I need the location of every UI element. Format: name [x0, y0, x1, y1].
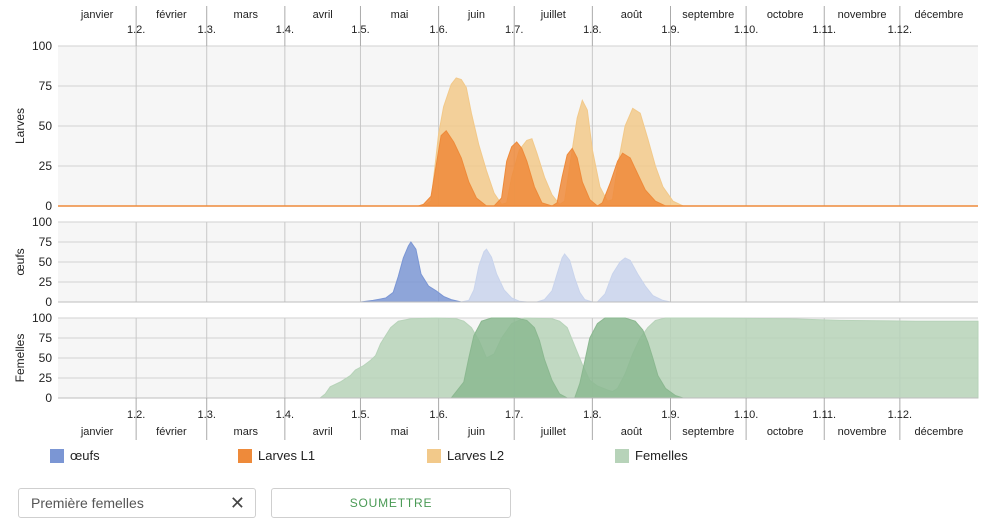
- search-box[interactable]: ✕: [18, 488, 256, 518]
- y-axis-title: œufs: [13, 248, 27, 275]
- month-label-top: juillet: [540, 9, 566, 21]
- month-label-bottom: août: [621, 426, 642, 438]
- area--ufs-faible-: [58, 248, 978, 303]
- date-label-bottom: 1.10.: [734, 409, 758, 421]
- legend-swatch-larves-l1: [238, 448, 252, 463]
- month-label-top: octobre: [767, 9, 804, 21]
- y-tick-label: 0: [45, 391, 52, 405]
- legend-label-oeufs: œufs: [70, 448, 100, 463]
- legend-item-larves-l1[interactable]: Larves L1: [238, 448, 315, 463]
- date-label-bottom: 1.12.: [888, 409, 912, 421]
- chart: 0 25 50 75 100 Larves 0 25 50 75 100 œufs 0 25 50 75 100…: [13, 6, 979, 440]
- area-femelles-fonc-: [58, 317, 978, 399]
- date-label-bottom: 1.4.: [276, 409, 294, 421]
- date-label-top: 1.7.: [505, 24, 523, 36]
- y-tick-label: 100: [32, 215, 52, 229]
- area-larves-l1: [58, 130, 978, 207]
- date-label-top: 1.2.: [127, 24, 145, 36]
- month-label-bottom: janvier: [80, 426, 114, 438]
- month-label-bottom: novembre: [838, 426, 887, 438]
- date-label-top: 1.6.: [429, 24, 447, 36]
- date-label-bottom: 1.8.: [583, 409, 601, 421]
- date-label-bottom: 1.5.: [351, 409, 369, 421]
- legend-label-larves-l1: Larves L1: [258, 448, 316, 463]
- date-label-top: 1.10.: [734, 24, 758, 36]
- month-label-top: décembre: [914, 9, 963, 21]
- date-label-bottom: 1.11.: [812, 409, 836, 421]
- legend-item-larves-l2[interactable]: Larves L2: [427, 448, 504, 463]
- date-label-bottom: 1.2.: [127, 409, 145, 421]
- y-tick-label: 100: [32, 39, 52, 53]
- month-label-bottom: juillet: [540, 426, 566, 438]
- legend-label-femelles: Femelles: [635, 448, 688, 463]
- month-label-top: août: [621, 9, 642, 21]
- submit-button[interactable]: SOUMETTRE: [271, 488, 511, 518]
- date-label-top: 1.5.: [351, 24, 369, 36]
- y-tick-label: 50: [39, 119, 53, 133]
- y-tick-label: 100: [32, 311, 52, 325]
- date-label-bottom: 1.7.: [505, 409, 523, 421]
- month-label-top: avril: [313, 9, 333, 21]
- search-input[interactable]: [29, 494, 230, 512]
- month-label-bottom: avril: [313, 426, 333, 438]
- date-label-top: 1.9.: [661, 24, 679, 36]
- month-label-top: février: [156, 9, 187, 21]
- legend-item-femelles[interactable]: Femelles: [615, 448, 688, 463]
- month-label-bottom: décembre: [914, 426, 963, 438]
- date-label-top: 1.11.: [812, 24, 836, 36]
- legend-swatch-femelles: [615, 448, 629, 463]
- y-axis-title: Larves: [13, 108, 27, 144]
- month-label-top: novembre: [838, 9, 887, 21]
- y-tick-label: 0: [45, 199, 52, 213]
- area--ufs: [58, 241, 978, 303]
- month-label-bottom: mars: [234, 426, 259, 438]
- legend-label-larves-l2: Larves L2: [447, 448, 505, 463]
- month-label-top: septembre: [682, 9, 734, 21]
- month-label-top: juin: [467, 9, 485, 21]
- y-tick-label: 0: [45, 295, 52, 309]
- month-label-top: mai: [391, 9, 409, 21]
- date-label-top: 1.12.: [888, 24, 912, 36]
- date-label-bottom: 1.9.: [661, 409, 679, 421]
- y-axis-title: Femelles: [13, 334, 27, 383]
- y-tick-label: 75: [39, 235, 53, 249]
- y-tick-label: 25: [39, 159, 53, 173]
- month-label-bottom: mai: [391, 426, 409, 438]
- y-tick-label: 75: [39, 79, 53, 93]
- legend-item-oeufs[interactable]: œufs: [50, 448, 100, 463]
- y-tick-label: 75: [39, 331, 53, 345]
- y-tick-label: 25: [39, 275, 53, 289]
- month-label-bottom: octobre: [767, 426, 804, 438]
- close-icon[interactable]: ✕: [229, 493, 245, 513]
- y-tick-label: 50: [39, 255, 53, 269]
- y-tick-label: 50: [39, 351, 53, 365]
- date-label-top: 1.4.: [276, 24, 294, 36]
- date-label-bottom: 1.3.: [198, 409, 216, 421]
- y-tick-label: 25: [39, 371, 53, 385]
- month-label-bottom: septembre: [682, 426, 734, 438]
- month-label-top: mars: [234, 9, 259, 21]
- legend-swatch-oeufs: [50, 448, 64, 463]
- date-label-top: 1.8.: [583, 24, 601, 36]
- month-label-bottom: juin: [467, 426, 485, 438]
- month-label-bottom: février: [156, 426, 187, 438]
- legend: œufs Larves L1 Larves L2 Femelles: [50, 448, 990, 466]
- legend-swatch-larves-l2: [427, 448, 441, 463]
- date-label-bottom: 1.6.: [429, 409, 447, 421]
- month-label-top: janvier: [80, 9, 114, 21]
- date-label-top: 1.3.: [198, 24, 216, 36]
